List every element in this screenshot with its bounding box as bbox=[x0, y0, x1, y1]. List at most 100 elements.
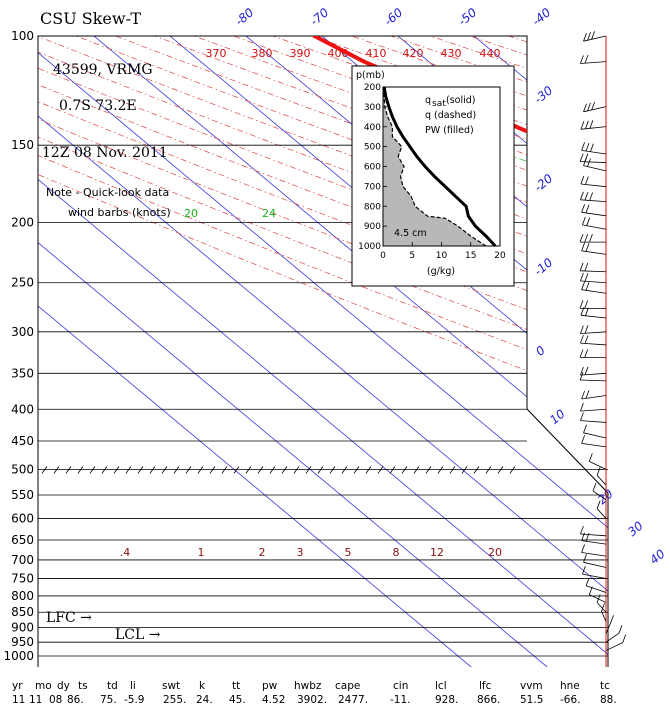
inset-y-tick: 500 bbox=[364, 143, 381, 153]
stat-header: lcl bbox=[435, 680, 447, 692]
inset-y-tick: 800 bbox=[364, 202, 381, 212]
wind-barb bbox=[581, 544, 607, 557]
stat-value: 255. bbox=[163, 694, 186, 706]
stat-header: td bbox=[107, 680, 118, 692]
hatch-mark bbox=[497, 466, 504, 474]
hatch-mark bbox=[125, 466, 132, 474]
pressure-tick-label: 750 bbox=[11, 572, 34, 586]
stat-value: 11 bbox=[29, 694, 42, 706]
wind-barb bbox=[580, 525, 607, 537]
stat-value: 86. bbox=[67, 694, 84, 706]
stat-value: 4.52 bbox=[262, 694, 285, 706]
dry-adiabat bbox=[38, 36, 608, 667]
hatch-mark bbox=[257, 466, 264, 474]
theta-e-labels: 20 24 bbox=[184, 207, 276, 220]
wind-barb bbox=[579, 153, 607, 163]
mixing-ratio-label: 12 bbox=[430, 546, 444, 559]
hatch-mark bbox=[269, 466, 276, 474]
wind-barb bbox=[583, 424, 607, 439]
stat-value: 08 bbox=[49, 694, 62, 706]
theta-label: 410 bbox=[366, 47, 387, 60]
inset-legend-pw: PW (filled) bbox=[425, 125, 474, 136]
stat-value: 51.5 bbox=[520, 694, 543, 706]
hatch-mark bbox=[53, 466, 60, 474]
wind-barb bbox=[596, 500, 607, 519]
wind-barb bbox=[581, 242, 607, 255]
stat-header: cin bbox=[393, 680, 408, 692]
stat-header: yr bbox=[12, 680, 23, 692]
stat-value: -5.9 bbox=[124, 694, 145, 706]
pressure-tick-label: 600 bbox=[11, 511, 34, 525]
frame-outline bbox=[37, 35, 609, 667]
wind-barb bbox=[579, 262, 607, 273]
stat-header: cape bbox=[335, 680, 360, 692]
stat-value: 11 bbox=[12, 694, 25, 706]
diagram-frame bbox=[37, 35, 609, 667]
hatch-mark bbox=[101, 466, 108, 474]
stat-header: mo bbox=[35, 680, 52, 692]
hatch-mark bbox=[353, 466, 360, 474]
dry-adiabat bbox=[38, 36, 608, 667]
stat-value: 3902. bbox=[297, 694, 327, 706]
wind-barb bbox=[579, 233, 607, 243]
chart-title: CSU Skew-T bbox=[40, 9, 141, 28]
isotherm-line bbox=[38, 36, 608, 667]
pressure-tick-label: 700 bbox=[11, 553, 34, 567]
mixing-ratio-label: 1 bbox=[198, 546, 205, 559]
stat-header: swt bbox=[162, 680, 180, 692]
stat-value: 45. bbox=[229, 694, 246, 706]
note-line-1: Note - Quick-look data bbox=[46, 186, 169, 199]
station-label: 43599, VRMG bbox=[53, 62, 153, 78]
pressure-tick-label: 350 bbox=[11, 366, 34, 380]
q-dashed-line bbox=[382, 86, 487, 247]
wind-barb bbox=[580, 272, 607, 284]
wind-barb bbox=[605, 615, 614, 634]
hatch-mark bbox=[485, 466, 492, 474]
hatch-mark bbox=[41, 466, 48, 474]
stat-header: ts bbox=[78, 680, 88, 692]
stat-header: li bbox=[130, 680, 136, 692]
isotherm-label: 10 bbox=[547, 406, 568, 427]
theta-label: 380 bbox=[252, 47, 273, 60]
wind-barb bbox=[580, 334, 607, 346]
wind-barb bbox=[583, 157, 607, 172]
hatch-mark bbox=[449, 466, 456, 474]
isotherm-label: -40 bbox=[529, 5, 553, 29]
stat-header: tt bbox=[232, 680, 240, 692]
isotherm-label: -50 bbox=[455, 5, 479, 29]
hatch-mark bbox=[413, 466, 420, 474]
wind-barb bbox=[580, 120, 607, 130]
pw-filled-area bbox=[383, 87, 486, 246]
isotherm-line bbox=[38, 36, 608, 667]
wind-barb bbox=[581, 435, 607, 448]
isotherm-line bbox=[77, 36, 608, 667]
qsat-solid-line bbox=[382, 86, 497, 248]
isotherm-label: 0 bbox=[533, 343, 548, 359]
hatch-mark bbox=[317, 466, 324, 474]
hatch-mark bbox=[329, 466, 336, 474]
pressure-tick-label: 900 bbox=[11, 621, 34, 635]
stat-value: 866. bbox=[477, 694, 500, 706]
pressure-tick-label: 300 bbox=[11, 325, 34, 339]
hatch-mark bbox=[293, 466, 300, 474]
wind-barb bbox=[583, 101, 607, 113]
datetime-label: 12Z 08 Nov. 2011 bbox=[42, 145, 168, 161]
theta-e-label: 20 bbox=[184, 207, 198, 220]
wind-barb bbox=[582, 565, 607, 579]
mixing-ratio-label: 5 bbox=[345, 546, 352, 559]
wind-barb bbox=[580, 307, 607, 319]
wind-barb bbox=[579, 300, 607, 309]
wind-barb bbox=[588, 453, 607, 470]
mixing-ratio-label: 20 bbox=[488, 546, 502, 559]
wind-barb bbox=[580, 191, 607, 203]
hatch-mark bbox=[341, 466, 348, 474]
stat-value: 24. bbox=[196, 694, 213, 706]
wind-barb bbox=[592, 482, 607, 501]
wind-barb bbox=[585, 577, 607, 593]
wind-barb bbox=[580, 54, 607, 64]
hatch-mark bbox=[185, 466, 192, 474]
pressure-axis: 100 150 200 250 300 350 400 450 500 550 600 650 700 7… bbox=[3, 29, 34, 663]
inset-legend-solid: (solid) bbox=[446, 95, 475, 106]
wind-barb bbox=[579, 371, 607, 382]
isotherm-label: -20 bbox=[531, 171, 555, 195]
